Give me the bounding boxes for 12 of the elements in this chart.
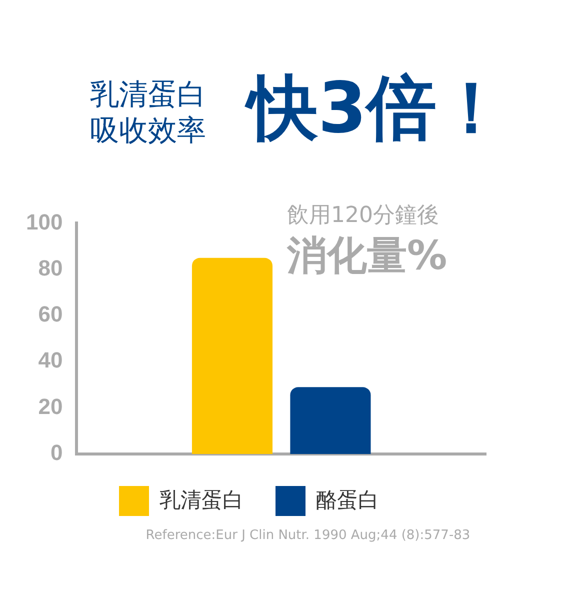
- y-tick-label: 80: [38, 255, 63, 280]
- y-tick-label: 0: [50, 440, 63, 466]
- chart-title: 乳清蛋白吸收效率: [90, 76, 207, 148]
- legend-label: 乳清蛋白: [160, 488, 244, 512]
- annotation: 飲用120分鐘後: [287, 202, 439, 230]
- y-tick-label: 60: [38, 302, 63, 327]
- text: Reference:Eur J Clin Nutr. 1990 Aug;44 (8):577-83: [144, 528, 472, 543]
- y-tick-label: 100: [26, 209, 63, 234]
- y-tick-label: 20: [38, 394, 63, 419]
- y-tick-label: 40: [38, 348, 63, 373]
- y-axis-title: 消化量%: [287, 232, 448, 281]
- legend-label: 酪蛋白: [316, 488, 379, 512]
